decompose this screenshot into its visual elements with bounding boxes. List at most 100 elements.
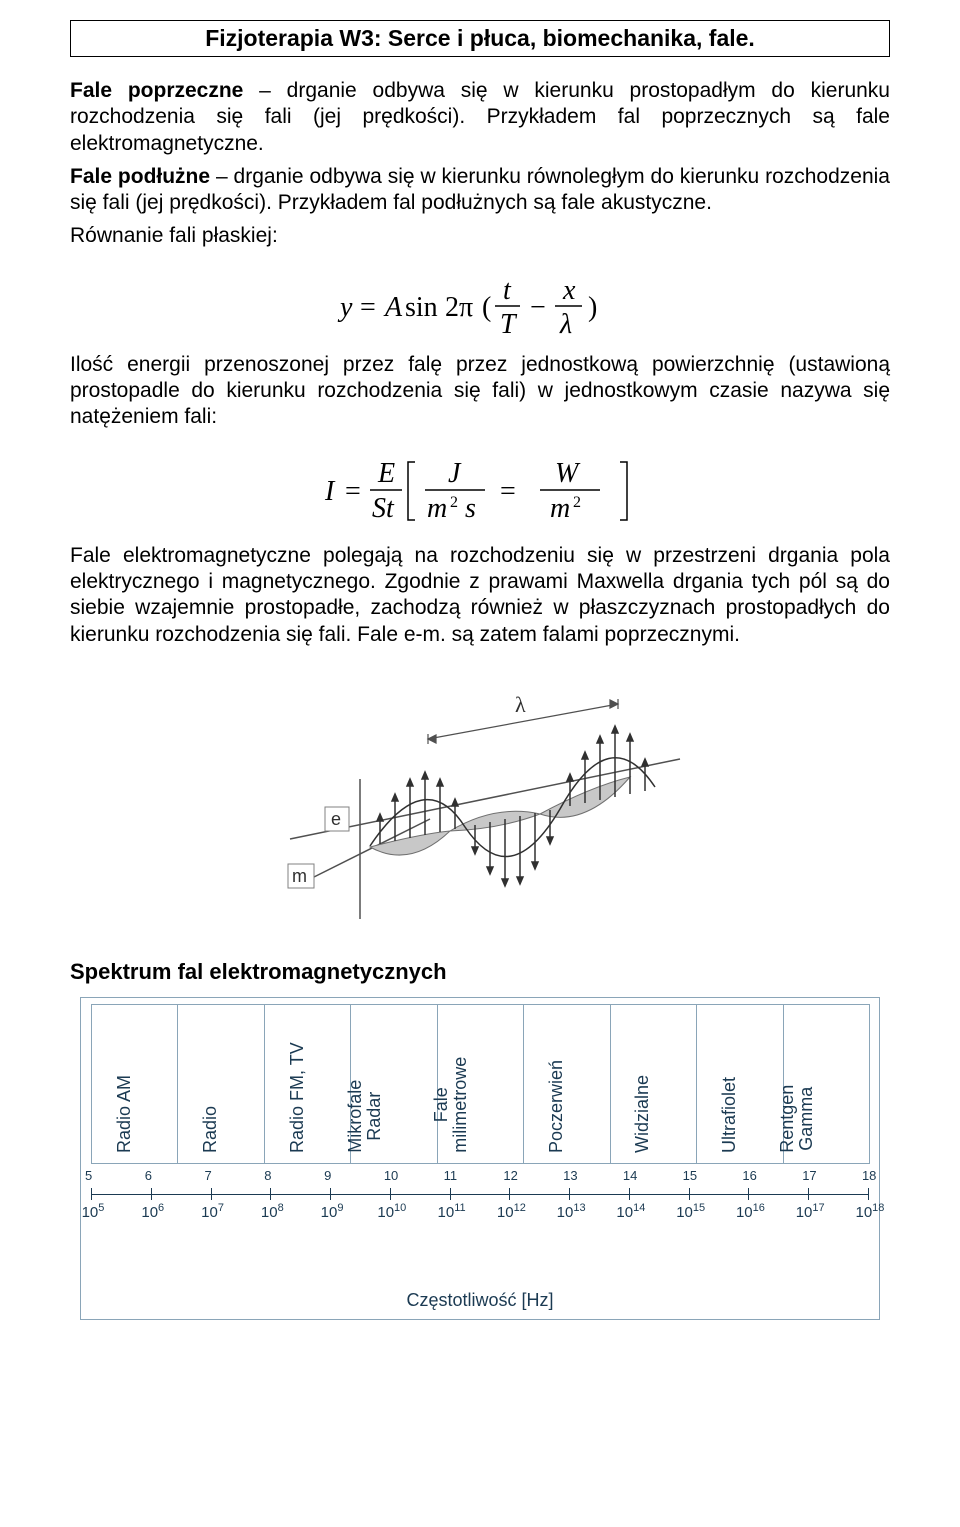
tick-mark: [509, 1188, 510, 1200]
spectrum-band-label: Radio FM, TV: [287, 1042, 308, 1153]
eq2-E: E: [377, 458, 395, 489]
spectrum-heading: Spektrum fal elektromagnetycznych: [70, 959, 890, 985]
spectrum-chart: Radio AMRadioRadio FM, TVMikrofaleRadarF…: [80, 997, 880, 1320]
tick-mark: [91, 1188, 92, 1200]
svg-text:=: =: [345, 476, 361, 507]
emwave-m-label: m: [292, 866, 307, 886]
tick-mark: [151, 1188, 152, 1200]
spectrum-band-label: Radio AM: [114, 1075, 135, 1153]
spectrum-band: Poczerwień: [523, 1004, 610, 1164]
eq2-St: St: [372, 493, 395, 524]
tick-top-label: 6: [145, 1168, 152, 1183]
spectrum-band-label: Widzialne: [632, 1075, 653, 1153]
para-5: Fale elektromagnetyczne polegają na rozc…: [70, 543, 890, 648]
spectrum-band: Ultrafiolet: [696, 1004, 783, 1164]
em-wave-svg: λ e m: [250, 669, 710, 929]
tick-mark: [868, 1188, 869, 1200]
svg-text:m: m: [550, 493, 570, 524]
emwave-lambda-label: λ: [515, 692, 526, 717]
tick-mark: [748, 1188, 749, 1200]
tick-top-label: 13: [563, 1168, 577, 1183]
spectrum-band-label: RentgenGamma: [778, 1085, 816, 1153]
axis-title: Częstotliwość [Hz]: [91, 1290, 869, 1311]
spectrum-band-label: MikrofaleRadar: [346, 1080, 384, 1153]
tick-mark: [629, 1188, 630, 1200]
eq2-W: W: [555, 458, 581, 489]
eq2-J: J: [448, 458, 462, 489]
equation-intensity: I = E St J m 2 s = W: [70, 452, 890, 539]
tick-label: 1014: [611, 1202, 651, 1221]
eq2-I: I: [324, 476, 336, 507]
svg-text:−: −: [530, 292, 546, 323]
term-longitudinal: Fale podłużne: [70, 165, 210, 188]
tick-label: 1010: [372, 1202, 412, 1221]
svg-text:=: =: [360, 292, 376, 323]
spectrum-axis: 5105610671078108910910101011101112101213…: [91, 1182, 869, 1242]
eq1-T: T: [500, 309, 518, 340]
tick-top-label: 18: [862, 1168, 876, 1183]
equation-plane-wave: y = A sin 2π ( t T − x λ ): [70, 271, 890, 348]
tick-label: 109: [312, 1202, 352, 1221]
tick-label: 1013: [551, 1202, 591, 1221]
tick-mark: [270, 1188, 271, 1200]
tick-label: 1017: [790, 1202, 830, 1221]
svg-text:): ): [588, 292, 597, 323]
tick-mark: [390, 1188, 391, 1200]
spectrum-band: RentgenGamma: [783, 1004, 870, 1164]
eq1-t: t: [503, 275, 512, 306]
para-1: Fale poprzeczne – drganie odbywa się w k…: [70, 78, 890, 157]
eq2-svg: I = E St J m 2 s = W: [300, 452, 660, 532]
tick-label: 1015: [671, 1202, 711, 1221]
spectrum-band: Widzialne: [610, 1004, 697, 1164]
spectrum-band: Falemilimetrowe: [437, 1004, 524, 1164]
spectrum-band: Radio FM, TV: [264, 1004, 351, 1164]
tick-label: 108: [252, 1202, 292, 1221]
tick-label: 1011: [432, 1202, 472, 1221]
page-title: Fizjoterapia W3: Serce i płuca, biomecha…: [70, 20, 890, 57]
tick-label: 106: [133, 1202, 173, 1221]
eq1-y: y: [337, 292, 353, 323]
spectrum-band: MikrofaleRadar: [350, 1004, 437, 1164]
eq1-svg: y = A sin 2π ( t T − x λ ): [320, 271, 640, 341]
tick-top-label: 8: [264, 1168, 271, 1183]
para-2: Fale podłużne – drganie odbywa się w kie…: [70, 164, 890, 217]
para-3: Równanie fali płaskiej:: [70, 223, 890, 249]
em-wave-diagram: λ e m: [70, 669, 890, 934]
page: Fizjoterapia W3: Serce i płuca, biomecha…: [0, 0, 960, 1360]
tick-label: 1012: [491, 1202, 531, 1221]
tick-top-label: 14: [623, 1168, 637, 1183]
eq1-2pi: 2π: [445, 292, 473, 323]
emwave-e-label: e: [331, 809, 341, 829]
tick-label: 105: [73, 1202, 113, 1221]
tick-label: 1018: [850, 1202, 890, 1221]
svg-text:2: 2: [573, 494, 581, 511]
tick-top-label: 5: [85, 1168, 92, 1183]
body-text: Fale poprzeczne – drganie odbywa się w k…: [70, 78, 890, 648]
tick-top-label: 9: [324, 1168, 331, 1183]
term-transverse: Fale poprzeczne: [70, 79, 243, 102]
spectrum-bands: Radio AMRadioRadio FM, TVMikrofaleRadarF…: [91, 1004, 869, 1164]
para-4: Ilość energii przenoszonej przez falę pr…: [70, 352, 890, 431]
axis-line: [91, 1194, 869, 1195]
spectrum-band-label: Falemilimetrowe: [433, 1057, 471, 1153]
spectrum-band-label: Poczerwień: [546, 1060, 567, 1153]
tick-top-label: 16: [742, 1168, 756, 1183]
tick-top-label: 10: [384, 1168, 398, 1183]
tick-mark: [211, 1188, 212, 1200]
eq1-lambda: λ: [559, 309, 572, 340]
svg-text:m: m: [427, 493, 447, 524]
svg-text:2: 2: [450, 494, 458, 511]
spectrum-band-label: Ultrafiolet: [719, 1077, 740, 1153]
spectrum-band: Radio: [177, 1004, 264, 1164]
tick-top-label: 7: [205, 1168, 212, 1183]
svg-text:=: =: [500, 476, 516, 507]
tick-mark: [450, 1188, 451, 1200]
eq1-sin: sin: [405, 292, 438, 323]
tick-mark: [689, 1188, 690, 1200]
tick-top-label: 12: [503, 1168, 517, 1183]
eq1-x: x: [562, 275, 576, 306]
tick-label: 107: [193, 1202, 233, 1221]
spectrum-band-label: Radio: [200, 1106, 221, 1153]
svg-text:s: s: [465, 493, 476, 524]
tick-top-label: 11: [444, 1168, 458, 1183]
